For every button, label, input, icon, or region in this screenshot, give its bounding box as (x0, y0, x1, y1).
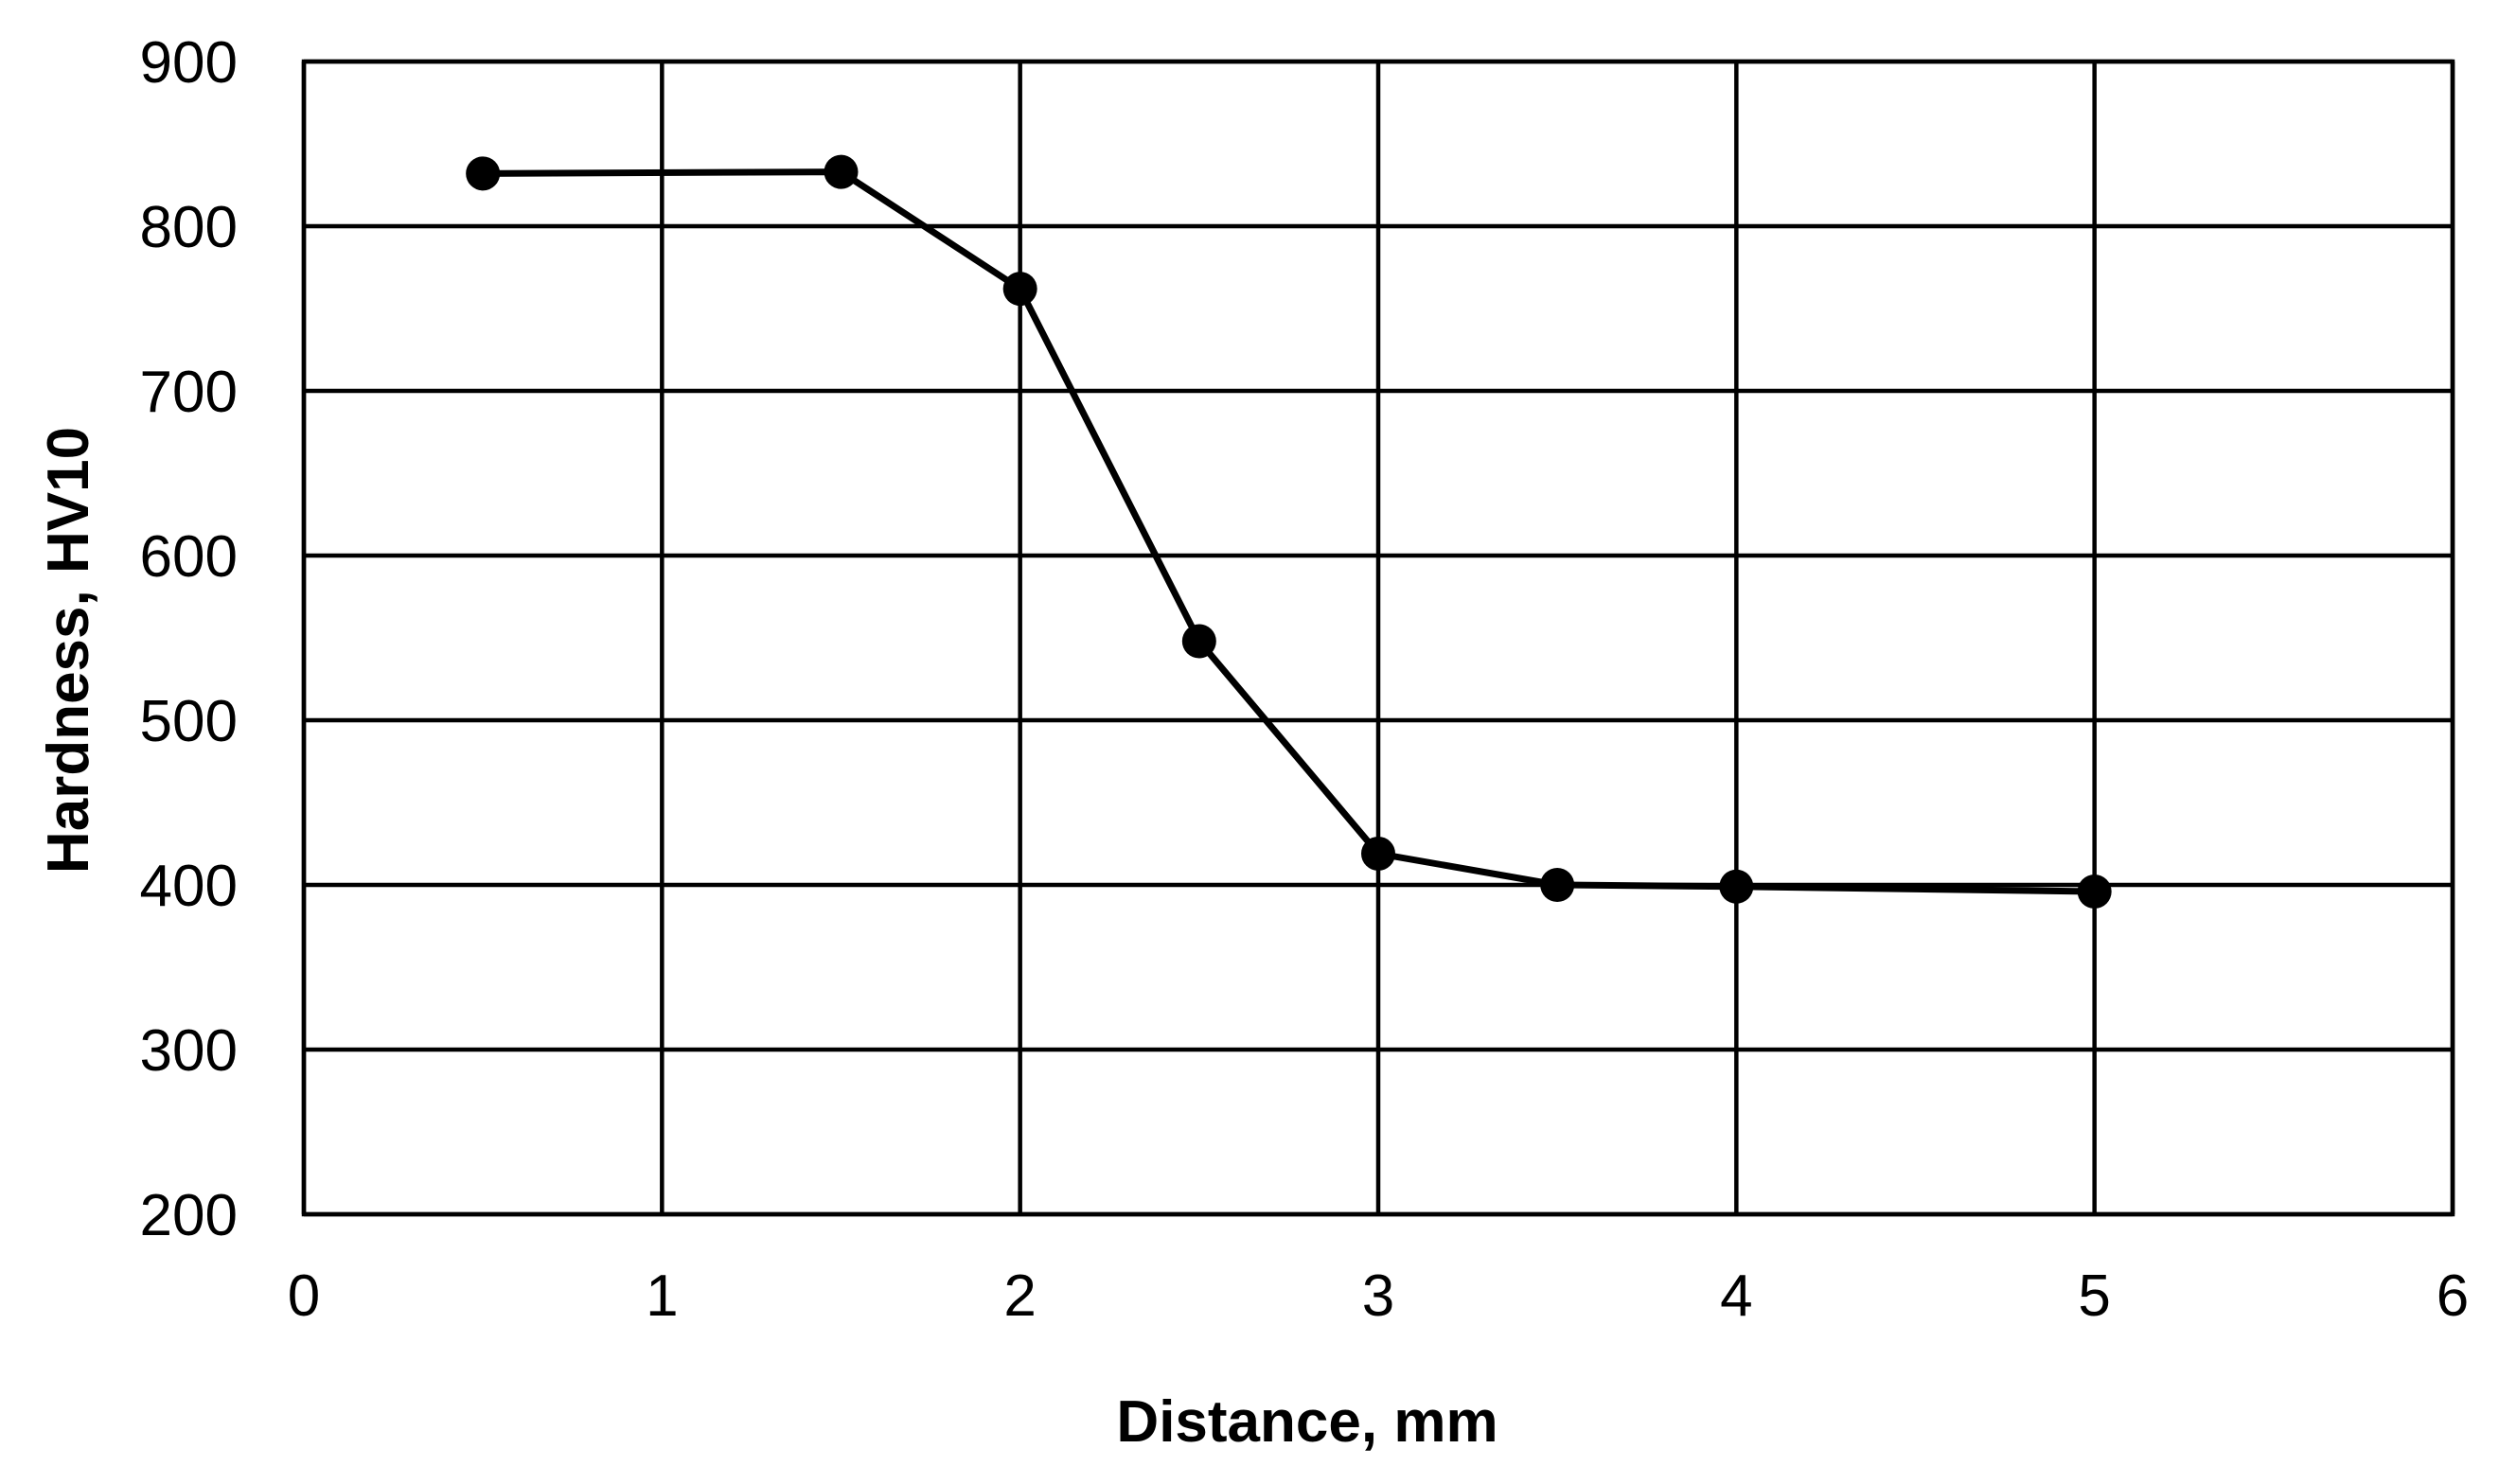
series (466, 154, 2112, 909)
data-point (2077, 874, 2112, 909)
x-tick-label: 6 (2437, 1263, 2469, 1329)
series-line (483, 168, 2095, 895)
x-tick-label: 3 (1362, 1263, 1394, 1329)
x-tick-label: 4 (1720, 1263, 1752, 1329)
y-tick-label: 800 (140, 195, 238, 260)
data-point (1181, 624, 1216, 659)
data-point (1361, 836, 1395, 871)
data-point (466, 156, 501, 191)
y-tick-label: 700 (140, 360, 238, 425)
y-tick-label: 300 (140, 1018, 238, 1084)
x-tick-label: 0 (288, 1263, 320, 1329)
x-tick-label: 1 (646, 1263, 678, 1329)
y-tick-label: 900 (140, 30, 238, 96)
y-tick-label: 400 (140, 854, 238, 919)
data-point (1002, 272, 1037, 307)
y-tick-label: 600 (140, 524, 238, 590)
data-point (1719, 869, 1754, 904)
tick-labels: 200 300 400 500 600 700 800 900 0 1 2 3 4 5 6 (140, 30, 2470, 1329)
y-tick-label: 500 (140, 689, 238, 754)
x-tick-label: 2 (1003, 1263, 1036, 1329)
plot-area (301, 59, 2455, 1217)
y-tick-label: 200 (140, 1183, 238, 1248)
grid (301, 59, 2455, 1217)
y-axis-title: Hardness, HV10 (36, 427, 101, 874)
x-axis-title: Distance, mm (1116, 1389, 1498, 1455)
data-point (824, 154, 859, 189)
data-point (1540, 868, 1575, 902)
x-tick-label: 5 (2078, 1263, 2110, 1329)
